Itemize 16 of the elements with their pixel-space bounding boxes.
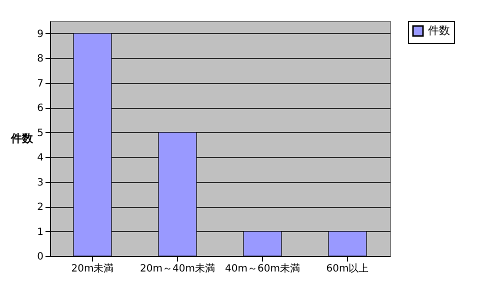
- y-axis-title: 件数: [10, 132, 34, 145]
- x-tick-label: 20m～40m未満: [140, 262, 215, 274]
- y-tick-label: 9: [37, 28, 44, 40]
- y-tick-label: 0: [37, 252, 44, 262]
- y-tick-label: 2: [37, 202, 44, 214]
- x-tick-label: 20m未満: [71, 262, 114, 274]
- y-tick-label: 7: [37, 78, 44, 90]
- x-tick-label: 40m～60m未満: [225, 262, 300, 274]
- y-tick-label: 5: [37, 128, 44, 139]
- y-tick-label: 1: [37, 226, 44, 238]
- y-tick-label: 8: [37, 54, 44, 65]
- y-tick-label: 3: [37, 177, 44, 188]
- legend-label: 件数: [428, 24, 450, 37]
- x-tick-label: 60m以上: [326, 262, 369, 274]
- y-tick-label: 4: [37, 152, 44, 164]
- y-tick-label: 6: [37, 103, 44, 114]
